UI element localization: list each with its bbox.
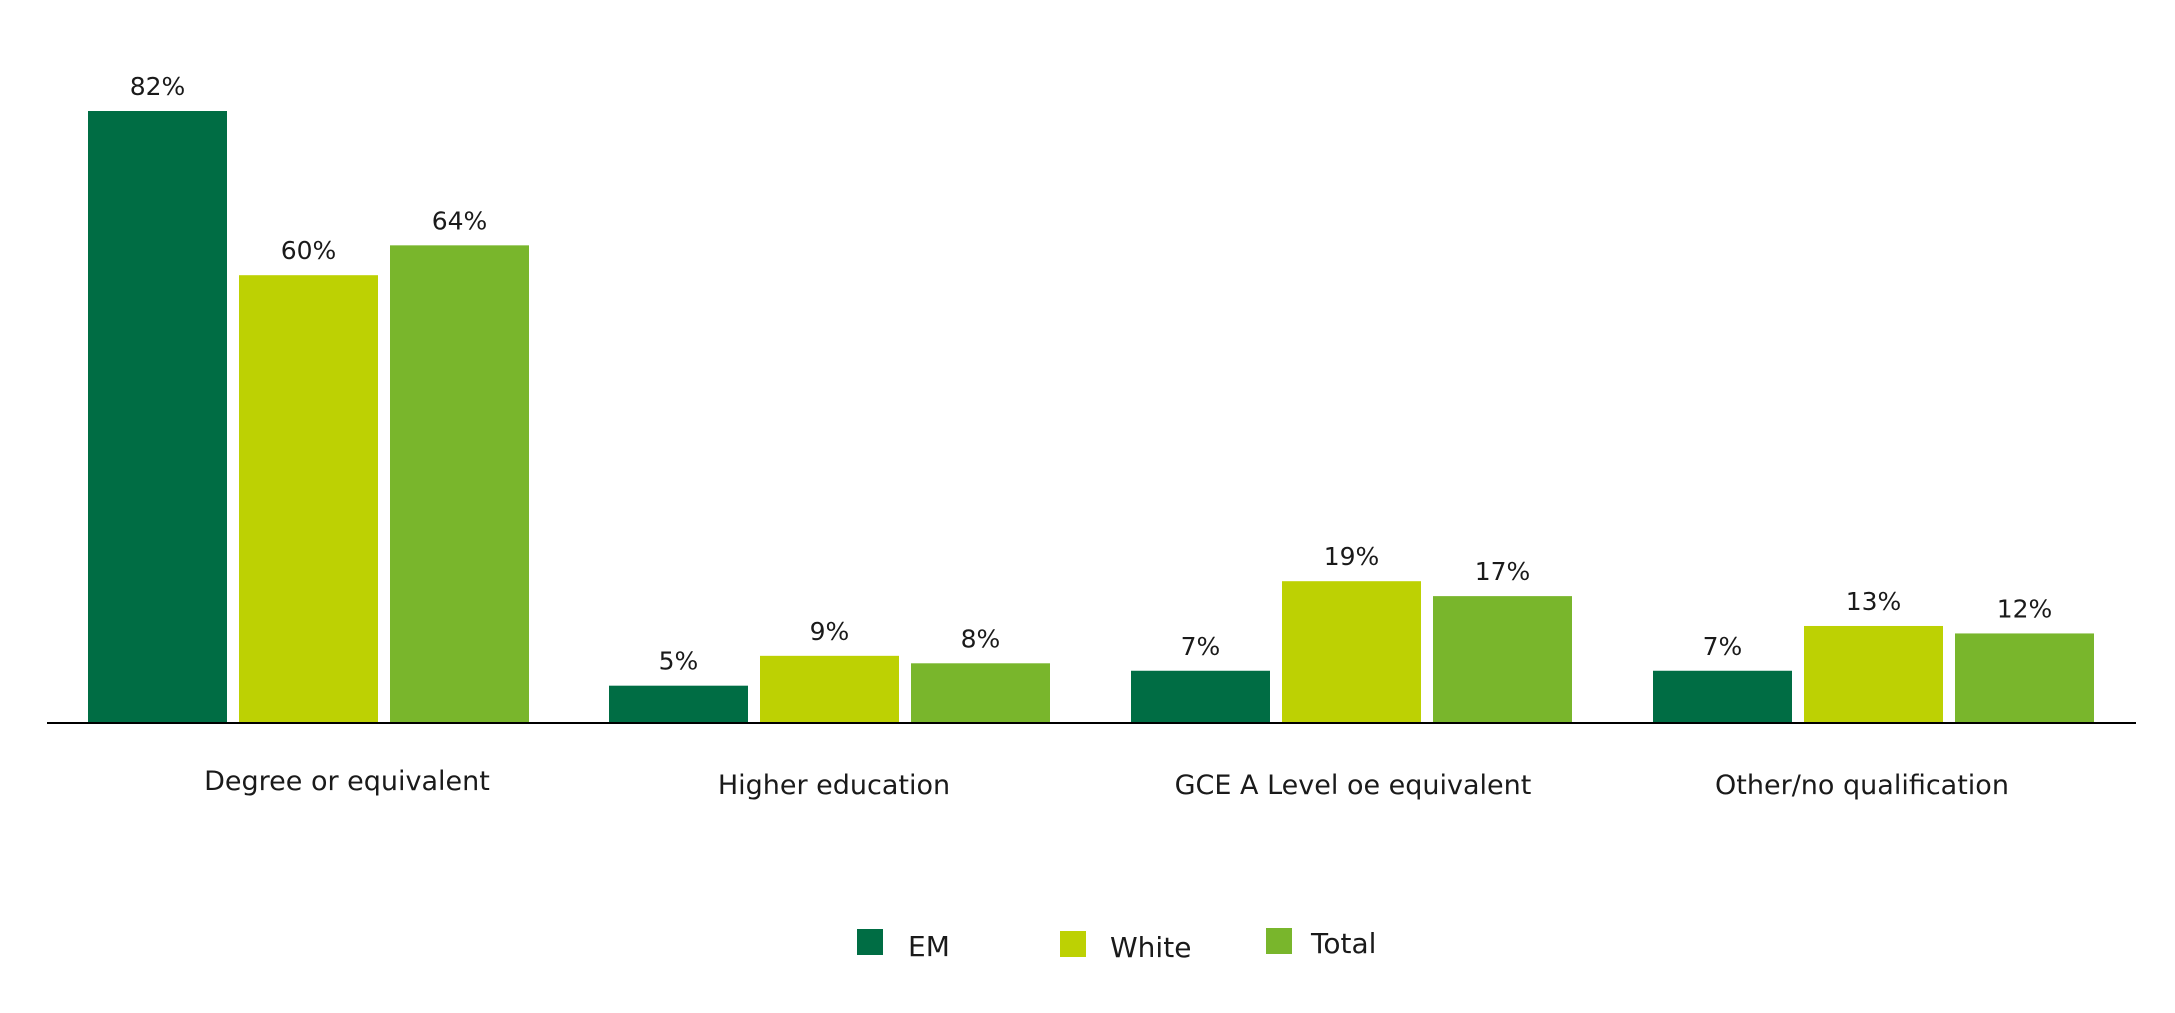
- category-label: Other/no qualification: [1715, 770, 2009, 801]
- bar-value-label: 19%: [1324, 542, 1380, 571]
- bar-total-0: [390, 245, 529, 723]
- bar-value-label: 82%: [130, 72, 186, 101]
- legend-swatch-total: [1266, 928, 1292, 954]
- bar-value-label: 13%: [1846, 587, 1902, 616]
- bar-value-label: 5%: [659, 647, 699, 676]
- category-label: Degree or equivalent: [204, 766, 490, 797]
- bar-value-label: 7%: [1181, 632, 1221, 661]
- bar-value-label: 64%: [432, 206, 488, 235]
- legend-swatch-em: [857, 929, 883, 955]
- legend-swatch-white: [1060, 931, 1086, 957]
- legend-label-white: White: [1110, 931, 1191, 964]
- bar-em-3: [1653, 670, 1792, 723]
- category-label: GCE A Level oe equivalent: [1175, 770, 1532, 801]
- bar-total-2: [1433, 596, 1572, 723]
- bar-value-label: 7%: [1703, 632, 1743, 661]
- bar-total-3: [1955, 633, 2094, 723]
- bar-em-2: [1131, 670, 1270, 723]
- bar-white-2: [1282, 581, 1421, 723]
- category-labels-layer: Degree or equivalent Higher education GCE …: [204, 766, 2009, 801]
- bar-em-1: [609, 685, 748, 723]
- legend-label-em: EM: [908, 930, 950, 963]
- value-labels-layer: 82% 60% 64% 5% 9% 8% 7% 19% 17% 7% 13% 12%: [130, 72, 2053, 676]
- legend: EM White Total: [857, 927, 1376, 964]
- bar-white-0: [239, 275, 378, 723]
- bar-em-0: [88, 111, 227, 723]
- bar-value-label: 60%: [281, 236, 337, 265]
- bar-value-label: 12%: [1997, 594, 2053, 623]
- category-label: Higher education: [718, 770, 950, 801]
- bar-white-1: [760, 655, 899, 723]
- bars-layer: [88, 111, 2094, 723]
- legend-label-total: Total: [1310, 927, 1376, 960]
- bar-white-3: [1804, 625, 1943, 723]
- bar-value-label: 9%: [810, 617, 850, 646]
- bar-value-label: 17%: [1475, 557, 1531, 586]
- bar-value-label: 8%: [961, 624, 1001, 653]
- bar-total-1: [911, 663, 1050, 723]
